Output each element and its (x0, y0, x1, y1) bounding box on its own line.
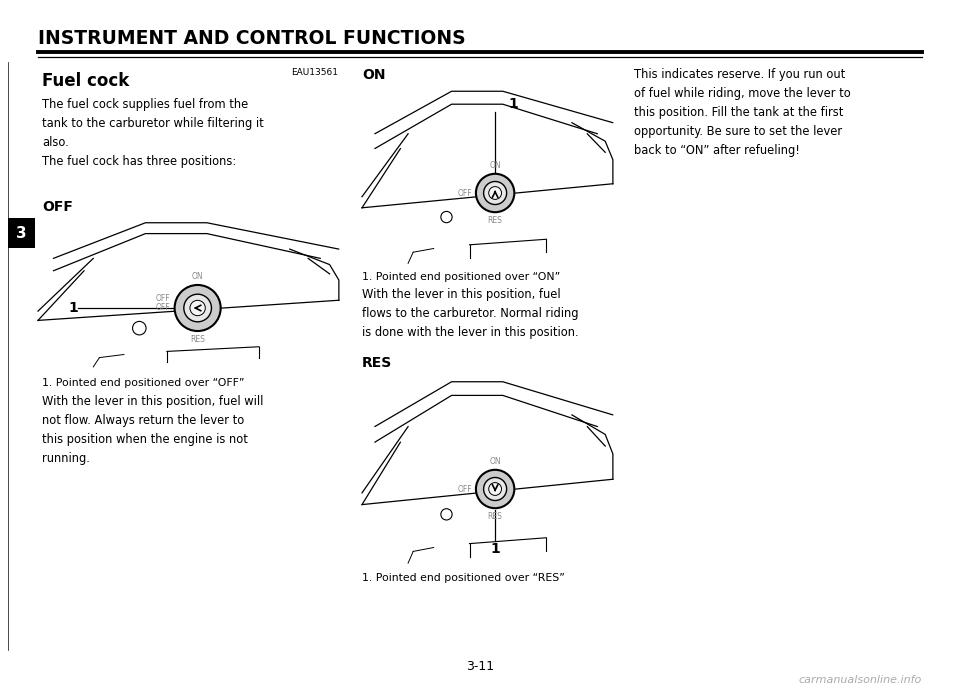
Bar (8, 218, 35, 248)
Text: 1. Pointed end positioned over “RES”: 1. Pointed end positioned over “RES” (362, 573, 564, 583)
Circle shape (489, 187, 501, 199)
Text: OFF: OFF (156, 304, 171, 312)
Text: carmanualsonline.info: carmanualsonline.info (799, 675, 922, 685)
Circle shape (175, 285, 221, 331)
Text: 1. Pointed end positioned over “OFF”: 1. Pointed end positioned over “OFF” (42, 378, 245, 388)
Text: 1: 1 (491, 542, 500, 556)
Circle shape (476, 174, 515, 212)
Text: OFF: OFF (458, 484, 472, 494)
Text: ON: ON (192, 272, 204, 281)
Text: 3-11: 3-11 (466, 660, 494, 673)
Text: EAU13561: EAU13561 (291, 68, 338, 77)
Text: ON: ON (362, 68, 386, 82)
Text: 1: 1 (508, 97, 518, 111)
Text: RES: RES (190, 335, 205, 344)
Circle shape (441, 211, 452, 223)
Text: 1. Pointed end positioned over “ON”: 1. Pointed end positioned over “ON” (362, 272, 561, 282)
Text: RES: RES (362, 356, 393, 370)
Text: ON: ON (490, 161, 501, 170)
Circle shape (441, 509, 452, 520)
Text: This indicates reserve. If you run out
of fuel while riding, move the lever to
t: This indicates reserve. If you run out o… (634, 68, 851, 157)
Circle shape (190, 300, 205, 316)
Text: OFF: OFF (156, 294, 171, 303)
Text: 1: 1 (68, 301, 78, 315)
Circle shape (484, 477, 507, 500)
Text: Fuel cock: Fuel cock (42, 72, 130, 90)
Text: RES: RES (488, 512, 502, 521)
Circle shape (476, 470, 515, 508)
Text: The fuel cock supplies fuel from the
tank to the carburetor while filtering it
a: The fuel cock supplies fuel from the tan… (42, 98, 264, 168)
Circle shape (132, 321, 146, 335)
Circle shape (484, 181, 507, 204)
Text: With the lever in this position, fuel
flows to the carburetor. Normal riding
is : With the lever in this position, fuel fl… (362, 288, 579, 339)
Text: With the lever in this position, fuel will
not flow. Always return the lever to
: With the lever in this position, fuel wi… (42, 395, 263, 465)
Text: INSTRUMENT AND CONTROL FUNCTIONS: INSTRUMENT AND CONTROL FUNCTIONS (38, 29, 466, 48)
Text: 3: 3 (16, 225, 27, 241)
Circle shape (489, 482, 501, 496)
Text: OFF: OFF (42, 200, 73, 214)
Text: RES: RES (488, 216, 502, 225)
Text: ON: ON (490, 457, 501, 466)
Text: OFF: OFF (458, 188, 472, 197)
Circle shape (183, 294, 211, 322)
